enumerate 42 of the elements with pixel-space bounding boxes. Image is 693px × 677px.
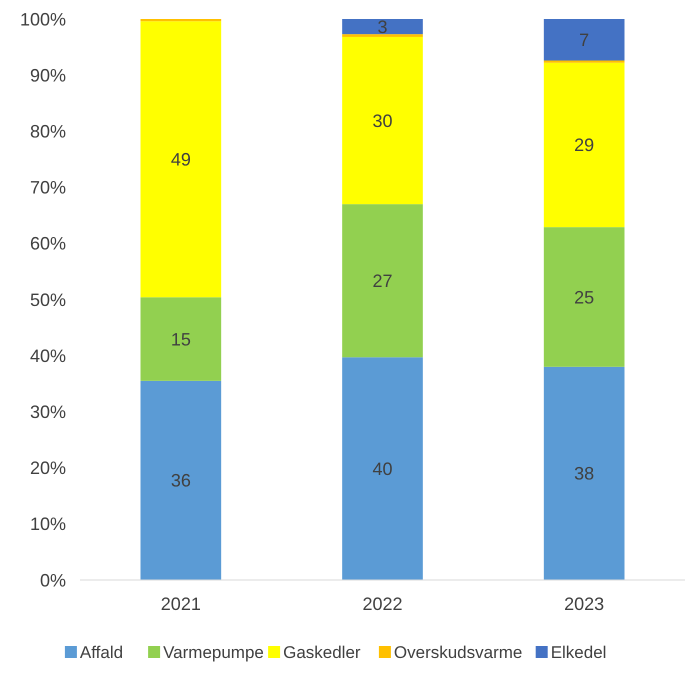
bar — [544, 19, 624, 61]
y-tick-label: 50% — [30, 290, 66, 310]
data-label: 36 — [170, 470, 191, 491]
y-tick-label: 20% — [30, 458, 66, 478]
data-label: 27 — [372, 271, 393, 292]
bar — [342, 36, 423, 204]
y-tick-label: 70% — [30, 178, 66, 198]
data-label: 30 — [372, 110, 393, 131]
data-label: 15 — [170, 329, 191, 350]
y-tick-label: 10% — [30, 514, 66, 534]
x-tick-label: 2022 — [362, 594, 403, 614]
y-tick-label: 60% — [30, 234, 66, 254]
legend-label: Elkedel — [550, 642, 606, 662]
y-tick-label: 100% — [20, 9, 66, 30]
bar — [544, 366, 624, 580]
data-label: 29 — [574, 135, 594, 156]
bar — [140, 380, 222, 580]
data-label: 40 — [372, 458, 393, 479]
data-label: 7 — [579, 30, 590, 50]
x-tick-label: 2021 — [160, 594, 201, 614]
legend-label: Varmepumpe — [163, 642, 264, 662]
bar — [544, 62, 624, 228]
bar — [342, 19, 423, 34]
y-tick-label: 30% — [30, 402, 66, 422]
data-label: 38 — [574, 464, 594, 484]
y-tick-label: 80% — [30, 122, 66, 142]
bar — [544, 227, 624, 367]
bar — [140, 21, 222, 298]
legend-label: Affald — [80, 642, 124, 662]
data-label: 49 — [170, 150, 191, 170]
bar — [342, 357, 423, 580]
bar — [342, 204, 423, 358]
y-tick-label: 0% — [40, 570, 66, 590]
bar — [342, 34, 423, 37]
legend-label: Gaskedler — [283, 642, 361, 662]
bar — [140, 297, 222, 381]
data-label: 25 — [574, 287, 594, 308]
x-tick-label: 2023 — [564, 594, 604, 614]
y-tick-label: 90% — [30, 65, 66, 86]
legend-label: Overskudsvarme — [394, 642, 522, 662]
y-tick-label: 40% — [30, 346, 66, 366]
data-label: 3 — [377, 16, 388, 37]
